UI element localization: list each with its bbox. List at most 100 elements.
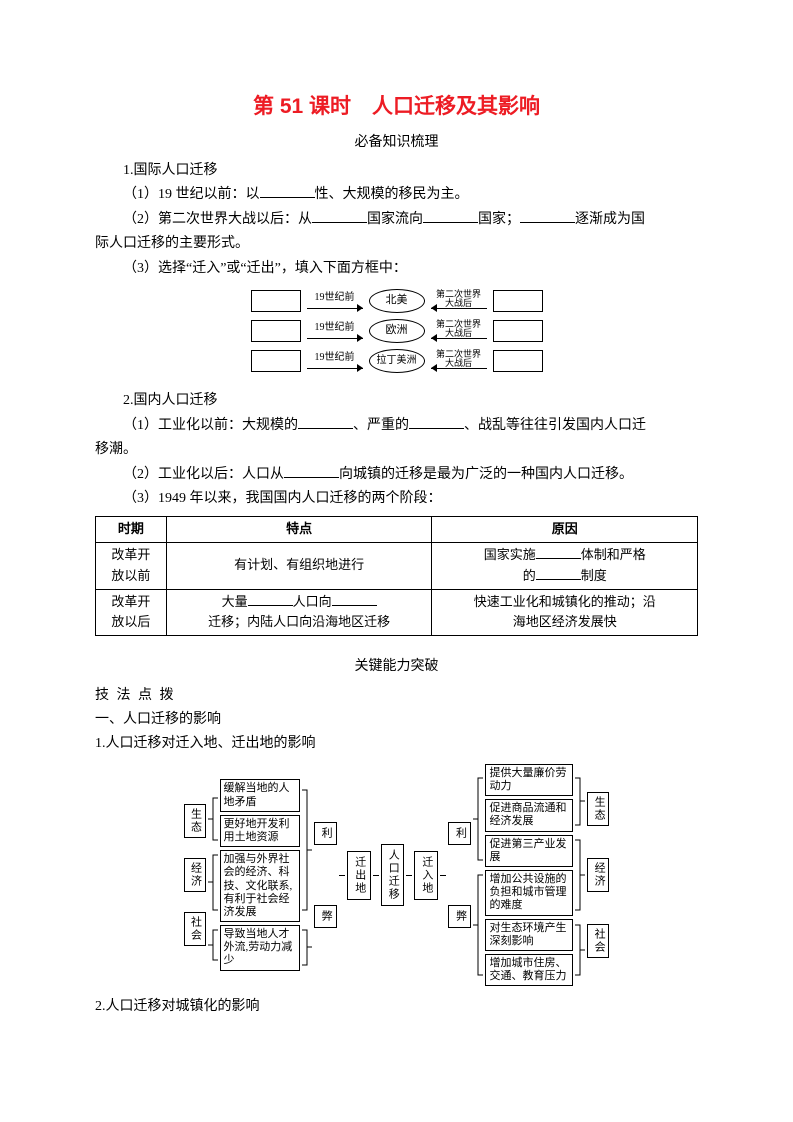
text: 制度 (581, 568, 607, 583)
s3-h1: 技 法 点 拨 (95, 685, 698, 707)
s4-heading: 2.人口迁移对城镇化的影响 (95, 996, 698, 1018)
blank[interactable] (423, 209, 478, 223)
table-cell: 大量 人口向迁移；内陆人口向沿海地区迁移 (166, 589, 432, 636)
effect-box: 对生态环境产生深刻影响 (485, 919, 573, 951)
s1-p2-cont: 际人口迁移的主要形式。 (95, 233, 698, 255)
blank[interactable] (298, 415, 353, 429)
category-label: 经济 (587, 858, 609, 892)
category-label: 生态 (587, 792, 609, 826)
effect-box: 促进第三产业发展 (485, 835, 573, 867)
text: （2）工业化以后：人口从 (123, 467, 284, 482)
table-cell: 有计划、有组织地进行 (166, 543, 432, 590)
arrow-right: 19世纪前 (305, 350, 365, 372)
diagram-row: 19世纪前 拉丁美洲 第二次世界大战后 (251, 346, 543, 376)
text: 人口向 (293, 594, 332, 609)
text: 国家实施 (484, 547, 536, 562)
blank-box[interactable] (493, 350, 543, 372)
center-label: 人口迁移 (381, 844, 405, 906)
blank[interactable] (536, 546, 581, 559)
table-header: 特点 (166, 517, 432, 543)
blank[interactable] (312, 209, 367, 223)
blank-box[interactable] (251, 290, 301, 312)
table-cell: 快速工业化和城镇化的推动；沿海地区经济发展快 (432, 589, 698, 636)
text: 大量 (222, 594, 248, 609)
blank-box[interactable] (251, 350, 301, 372)
table-cell: 改革开放以后 (96, 589, 167, 636)
category-label: 社会 (184, 912, 206, 946)
connector (339, 875, 345, 876)
blank[interactable] (248, 593, 293, 606)
bracket (302, 780, 312, 970)
s1-p1: （1）19 世纪以前：以性、大规模的移民为主。 (95, 184, 698, 206)
effect-box: 增加公共设施的负担和城市管理的难度 (485, 870, 573, 916)
category-label: 经济 (184, 858, 206, 892)
blank[interactable] (409, 415, 464, 429)
arrow-right: 19世纪前 (305, 290, 365, 312)
in-area-label: 迁入地 (414, 851, 438, 900)
table-cell: 改革开放以前 (96, 543, 167, 590)
s2-p2: （2）工业化以后：人口从 向城镇的迁移是最为广泛的一种国内人口迁移。 (95, 464, 698, 486)
arrow-label: 19世纪前 (315, 350, 355, 366)
arrow-right: 19世纪前 (305, 320, 365, 342)
text: 改革开 (111, 547, 150, 562)
s3-h2: 一、人口迁移的影响 (95, 709, 698, 731)
effect-box: 加强与外界社会的经济、科技、文化联系,有利于社会经济发展 (220, 850, 300, 922)
effect-box: 导致当地人才外流,劳动力减少 (220, 925, 300, 971)
arrow-label: 大战后 (445, 359, 472, 368)
text: 向城镇的迁移是最为广泛的一种国内人口迁移。 (339, 467, 633, 482)
text: 的 (523, 568, 536, 583)
blank-box[interactable] (493, 320, 543, 342)
arrow-label: 大战后 (445, 329, 472, 338)
table-header: 原因 (432, 517, 698, 543)
text: 、严重的 (353, 418, 409, 433)
s3-h3: 1.人口迁移对迁入地、迁出地的影响 (95, 733, 698, 755)
blank-box[interactable] (251, 320, 301, 342)
page-title: 第 51 课时 人口迁移及其影响 (95, 90, 698, 124)
text: 逐渐成为国 (575, 212, 645, 227)
arrow-label: 19世纪前 (315, 290, 355, 306)
blank[interactable] (520, 209, 575, 223)
table-row: 改革开放以后 大量 人口向迁移；内陆人口向沿海地区迁移 快速工业化和城镇化的推动；… (96, 589, 698, 636)
region-oval: 欧洲 (369, 319, 425, 343)
s2-p1-cont: 移潮。 (95, 439, 698, 461)
effect-box: 提供大量廉价劳动力 (485, 764, 573, 796)
blank[interactable] (332, 593, 377, 606)
diagram-migration-effects: 生态 经济 社会 缓解当地的人地矛盾 更好地开发利用土地资源 加强与外界社会的经… (95, 764, 698, 986)
blank[interactable] (260, 184, 315, 198)
table-header: 时期 (96, 517, 167, 543)
text: 放以后 (111, 614, 150, 629)
arrow-label: 19世纪前 (315, 320, 355, 336)
blank[interactable] (284, 464, 339, 478)
section2-heading: 2.国内人口迁移 (95, 390, 698, 412)
text: 、战乱等往往引发国内人口迁 (464, 418, 646, 433)
blank[interactable] (536, 567, 581, 580)
text: （2）第二次世界大战以后：从 (123, 212, 312, 227)
s1-p2: （2）第二次世界大战以后：从国家流向国家；逐渐成为国 (95, 209, 698, 231)
section1-heading: 1.国际人口迁移 (95, 160, 698, 182)
text: 国家； (478, 212, 520, 227)
table-header-row: 时期 特点 原因 (96, 517, 698, 543)
s2-p1: （1）工业化以前：大规模的 、严重的 、战乱等往往引发国内人口迁 (95, 415, 698, 437)
text: 放以前 (111, 568, 150, 583)
table-cell: 国家实施体制和严格的制度 (432, 543, 698, 590)
region-oval: 北美 (369, 289, 425, 313)
text: 迁移；内陆人口向沿海地区迁移 (208, 614, 390, 629)
pros-label: 利 (448, 822, 472, 845)
cons-label: 弊 (448, 905, 472, 928)
diagram-row: 19世纪前 欧洲 第二次世界大战后 (251, 316, 543, 346)
arrow-left: 第二次世界大战后 (429, 350, 489, 372)
section3-title: 关键能力突破 (95, 656, 698, 678)
blank-box[interactable] (493, 290, 543, 312)
s1-p3: （3）选择“迁入”或“迁出”，填入下面方框中： (95, 258, 698, 280)
text: 快速工业化和城镇化的推动；沿 (474, 594, 656, 609)
diagram-row: 19世纪前 北美 第二次世界大战后 (251, 286, 543, 316)
text: 性、大规模的移民为主。 (315, 187, 469, 202)
diagram-migration-regions: 19世纪前 北美 第二次世界大战后 19世纪前 欧洲 第二次世界大战后 19世纪… (95, 286, 698, 380)
category-label: 生态 (184, 804, 206, 838)
out-area-label: 迁出地 (347, 851, 371, 900)
text: （1）工业化以前：大规模的 (123, 418, 298, 433)
region-oval: 拉丁美洲 (369, 349, 425, 373)
bracket (575, 770, 585, 980)
bracket (208, 780, 218, 970)
s2-p3: （3）1949 年以来，我国国内人口迁移的两个阶段： (95, 488, 698, 510)
